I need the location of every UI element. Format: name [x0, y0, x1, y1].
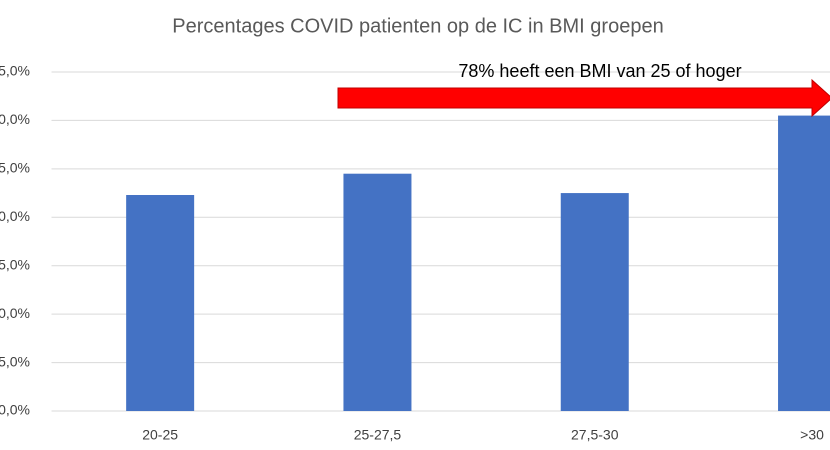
- x-tick-label: >30: [800, 427, 824, 443]
- y-tick-label: 25,0%: [0, 160, 30, 176]
- annotation: 78% heeft een BMI van 25 of hoger: [458, 61, 741, 81]
- y-tick-label: 35,0%: [0, 63, 30, 79]
- x-tick-label: 25-27,5: [354, 427, 402, 443]
- bar: [778, 115, 830, 411]
- y-tick-label: 0,0%: [0, 402, 30, 418]
- y-tick-label: 5,0%: [0, 353, 30, 369]
- arrow: [337, 78, 830, 118]
- chart-title: Percentages COVID patienten op de IC in …: [172, 15, 663, 37]
- y-tick-label: 15,0%: [0, 256, 30, 272]
- plot: 0,0% 5,0% 10,0% 15,0% 20,0% 25,0% 30,0% 35,0% 20…: [0, 63, 830, 443]
- bar: [560, 193, 629, 411]
- x-tick-label: 27,5-30: [571, 427, 619, 443]
- x-tick-label: 20-25: [142, 427, 178, 443]
- bar: [126, 195, 195, 411]
- y-tick-label: 10,0%: [0, 305, 30, 321]
- bar: [343, 173, 412, 411]
- y-tick-label: 30,0%: [0, 111, 30, 127]
- y-tick-label: 20,0%: [0, 208, 30, 224]
